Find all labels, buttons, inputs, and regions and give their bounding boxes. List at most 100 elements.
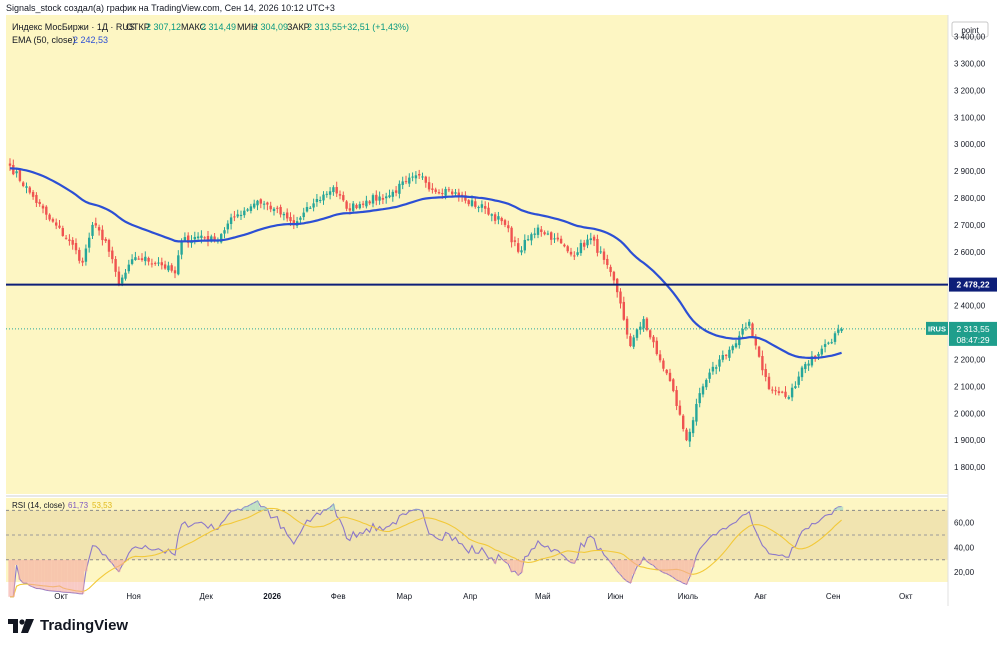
candle-body: [97, 227, 101, 231]
price-tick-label: 3 000,00: [954, 140, 986, 149]
candle-body: [94, 223, 97, 226]
candle-body: [675, 390, 678, 406]
candle-body: [556, 237, 559, 240]
price-tick-label: 2 400,00: [954, 302, 986, 311]
time-axis[interactable]: Окт Ноя Дек 2026 Фев Мар Апр Май Июн Июль Авг Сен Ок…: [54, 592, 913, 601]
price-axis[interactable]: 3 400,00 3 300,00 3 200,00 3 100,00 3 000,00…: [954, 33, 986, 473]
candle-body: [223, 230, 226, 234]
level-price-tag: [949, 277, 997, 292]
candle-body: [8, 163, 12, 166]
candle-body: [668, 372, 672, 381]
candle-body: [121, 277, 124, 284]
candle-body: [622, 301, 625, 320]
candle-body: [114, 259, 117, 272]
candle-body: [411, 176, 414, 178]
legend-close-value: 2 313,55: [307, 22, 342, 32]
time-tick-label: Мар: [396, 592, 412, 601]
candle-body: [757, 346, 761, 357]
candle-body: [140, 258, 144, 261]
candle-body: [533, 233, 536, 235]
candle-body: [632, 337, 635, 347]
time-tick-label: Авг: [754, 592, 767, 601]
candle-body: [500, 218, 503, 222]
candle-body: [606, 258, 609, 266]
time-tick-label: Окт: [54, 592, 68, 601]
candle-body: [592, 236, 596, 241]
candle-body: [701, 386, 705, 395]
candle-body: [837, 329, 840, 333]
candle-body: [490, 214, 493, 216]
candle-body: [163, 264, 167, 269]
rsi-tick-label: 20,00: [954, 568, 975, 577]
unit-button[interactable]: [951, 21, 989, 38]
candle-body: [84, 248, 88, 262]
candle-body: [107, 239, 111, 252]
time-tick-label: Ноя: [126, 592, 141, 601]
candle-body: [642, 319, 645, 329]
candle-body: [196, 236, 200, 239]
legend-close-label: ЗАКР: [287, 22, 310, 32]
candle-body: [348, 208, 352, 211]
candle-body: [794, 386, 797, 389]
candle-body: [48, 214, 51, 220]
candle-body: [474, 201, 477, 207]
candle-body: [586, 239, 589, 246]
candle-body: [441, 193, 444, 195]
candle-body: [695, 403, 698, 422]
candle-body: [721, 355, 724, 360]
candle-body: [286, 212, 289, 219]
candle-body: [15, 171, 18, 174]
time-tick-label: Сен: [826, 592, 841, 601]
price-tick-label: 2 200,00: [954, 355, 986, 364]
candle-body: [444, 188, 447, 196]
candle-body: [28, 187, 31, 193]
candle-body: [685, 429, 688, 441]
candle-body: [134, 257, 137, 261]
unit-button-label: point: [961, 26, 979, 35]
candle-body: [629, 336, 632, 346]
candle-body: [160, 262, 163, 266]
candle-body: [203, 237, 206, 239]
candle-body: [391, 191, 394, 197]
candle-body: [335, 187, 338, 194]
candle-body: [25, 186, 28, 188]
rsi-axis[interactable]: 60,00 40,00 20,00: [954, 519, 975, 577]
legend-high-value: 2 314,49: [201, 22, 236, 32]
candle-body: [305, 206, 309, 212]
candle-body: [177, 255, 180, 275]
candle-body: [18, 169, 22, 181]
rsi-line: [10, 500, 842, 598]
candle-body: [424, 176, 427, 183]
candle-body: [563, 244, 566, 247]
price-tick-label: 2 800,00: [954, 194, 986, 203]
candle-body: [375, 194, 378, 201]
candle-body: [289, 217, 292, 222]
candle-body: [814, 355, 817, 357]
legend-low-value: 2 304,09: [253, 22, 288, 32]
level-price-label: 2 478,22: [956, 280, 989, 290]
candle-body: [764, 369, 767, 377]
candle-body: [751, 323, 754, 336]
price-tick-label: 1 800,00: [954, 463, 986, 472]
candle-body: [170, 265, 173, 271]
candle-body: [447, 189, 451, 191]
candle-body: [282, 213, 286, 216]
candle-body: [193, 236, 196, 240]
candle-body: [157, 262, 160, 264]
tradingview-logo[interactable]: TradingView: [8, 617, 128, 634]
candle-body: [451, 191, 454, 195]
tradingview-logo-icon: [8, 618, 34, 633]
last-symbol-label: IRUS: [928, 324, 946, 333]
candle-body: [381, 197, 385, 200]
candle-body: [266, 202, 269, 205]
candle-body: [259, 199, 262, 204]
candle-body: [309, 207, 312, 209]
candle-body: [513, 240, 517, 242]
candle-body: [236, 214, 239, 217]
price-pane[interactable]: [6, 15, 948, 494]
candle-body: [246, 209, 249, 211]
countdown-label: 08:47:29: [956, 335, 989, 345]
candle-body: [173, 270, 177, 274]
legend-open-label: ОТКР: [126, 22, 150, 32]
